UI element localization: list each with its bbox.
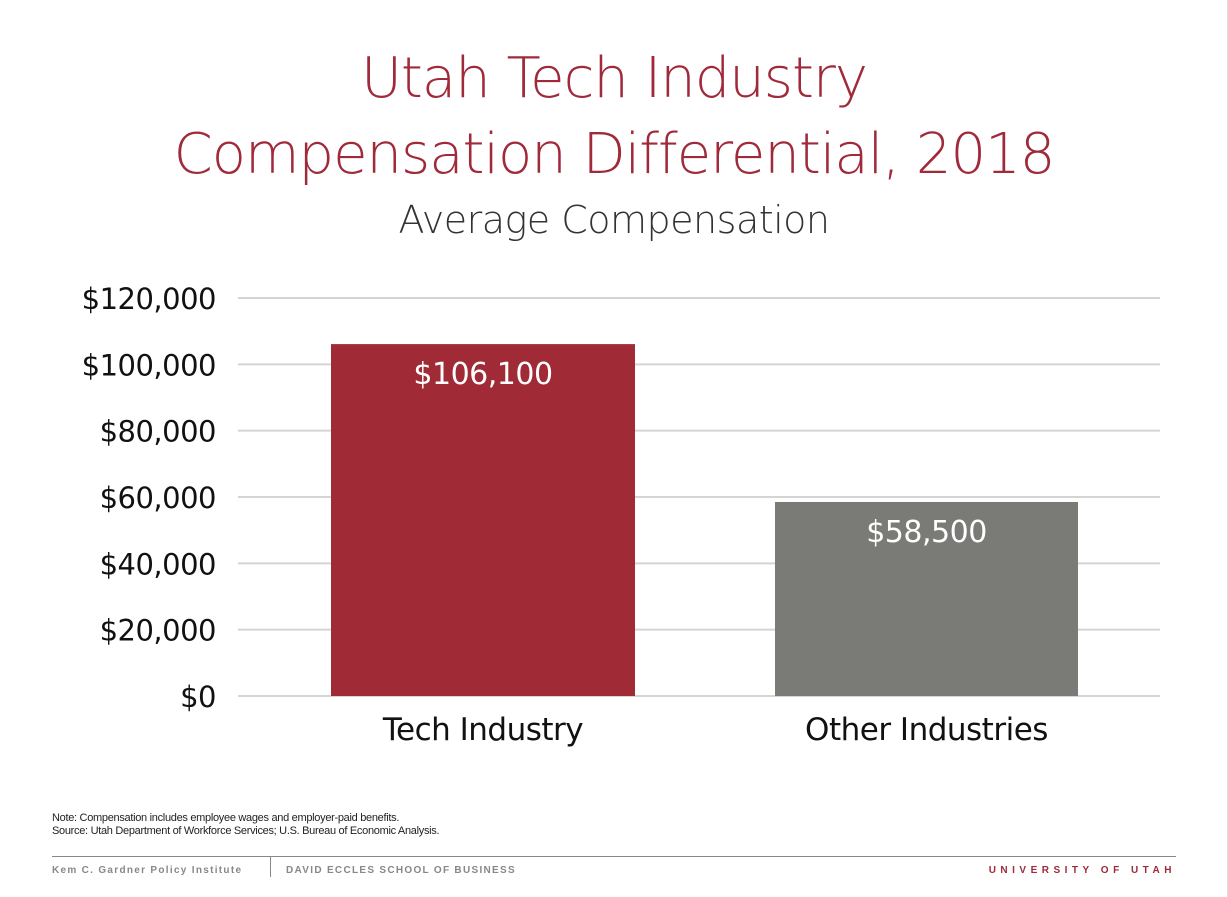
footer-school: DAVID ECCLES SCHOOL OF BUSINESS xyxy=(286,865,516,876)
y-tick-label: $0 xyxy=(180,680,216,714)
footer-university: UNIVERSITY OF UTAH xyxy=(988,865,1176,876)
note-text: Note: Compensation includes employee wag… xyxy=(52,812,400,824)
data-label: $106,100 xyxy=(413,357,552,392)
chart-title-line-1: Utah Tech Industry xyxy=(360,46,868,111)
chart-title-line-2: Compensation Differential, 2018 xyxy=(173,122,1056,187)
y-tick-label: $120,000 xyxy=(82,282,216,316)
x-tick-label: Tech Industry xyxy=(382,712,583,748)
footer-separator xyxy=(270,857,271,877)
y-tick-label: $60,000 xyxy=(100,481,216,515)
source-text: Source: Utah Department of Workforce Ser… xyxy=(52,825,440,837)
y-tick-label: $40,000 xyxy=(100,547,216,581)
y-tick-label: $20,000 xyxy=(100,614,216,648)
footer-institute: Kem C. Gardner Policy Institute xyxy=(52,865,243,876)
data-label: $58,500 xyxy=(866,515,987,550)
chart-subtitle: Average Compensation xyxy=(398,198,830,242)
y-tick-label: $100,000 xyxy=(82,348,216,382)
bar-other-industries xyxy=(775,501,1078,696)
footer-divider xyxy=(52,856,1176,857)
bar-tech-industry xyxy=(331,344,635,696)
x-tick-label: Other Industries xyxy=(805,712,1048,748)
y-tick-label: $80,000 xyxy=(100,415,216,449)
